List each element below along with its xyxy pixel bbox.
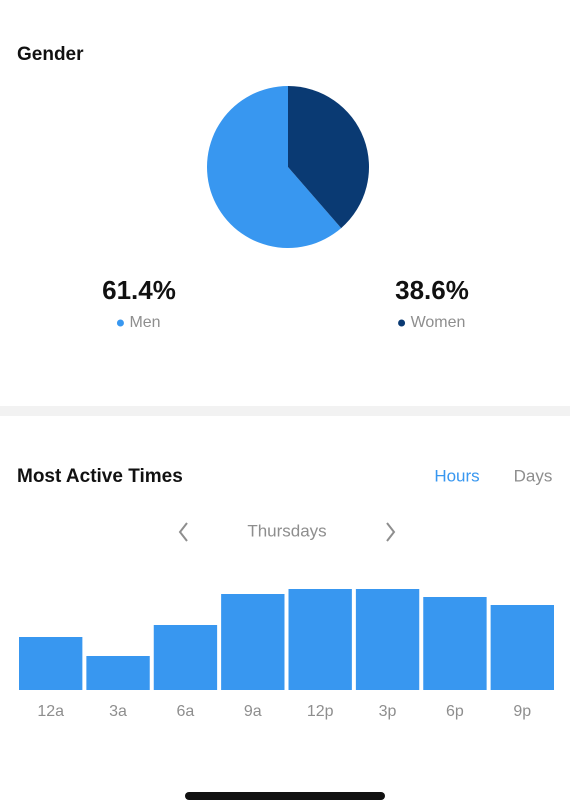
home-indicator xyxy=(185,792,385,800)
tab-days[interactable]: Days xyxy=(514,466,553,485)
bar xyxy=(423,597,487,690)
bar xyxy=(86,656,150,690)
bar xyxy=(288,589,352,690)
value-label: 38.6% xyxy=(395,275,469,305)
legend-label: Men xyxy=(129,314,160,331)
bar xyxy=(153,625,218,690)
pie-slice xyxy=(288,85,369,229)
bar xyxy=(221,594,285,690)
x-tick-label: 3p xyxy=(379,703,397,720)
section-title: Gender xyxy=(17,44,84,65)
x-tick-label: 6p xyxy=(446,703,464,720)
divider xyxy=(0,406,570,416)
x-tick-label: 12a xyxy=(37,703,64,720)
section-title: Most Active Times xyxy=(17,466,183,487)
x-tick-label: 6a xyxy=(177,703,195,720)
x-tick-label: 9p xyxy=(513,703,531,720)
value-label: 61.4% xyxy=(102,275,176,305)
pie-slice xyxy=(207,86,342,248)
x-tick-label: 12p xyxy=(307,703,334,720)
x-tick-label: 9a xyxy=(244,703,262,720)
legend-label: Women xyxy=(411,314,466,331)
legend-dot xyxy=(116,319,124,327)
bar xyxy=(490,605,554,690)
legend-dot xyxy=(398,319,406,327)
bar xyxy=(355,589,420,690)
day-label: Thursdays xyxy=(247,521,326,540)
bar xyxy=(19,637,83,690)
tab-hours[interactable]: Hours xyxy=(434,466,479,485)
next-button[interactable] xyxy=(386,522,396,542)
prev-button[interactable] xyxy=(178,522,188,542)
x-tick-label: 3a xyxy=(109,703,127,720)
